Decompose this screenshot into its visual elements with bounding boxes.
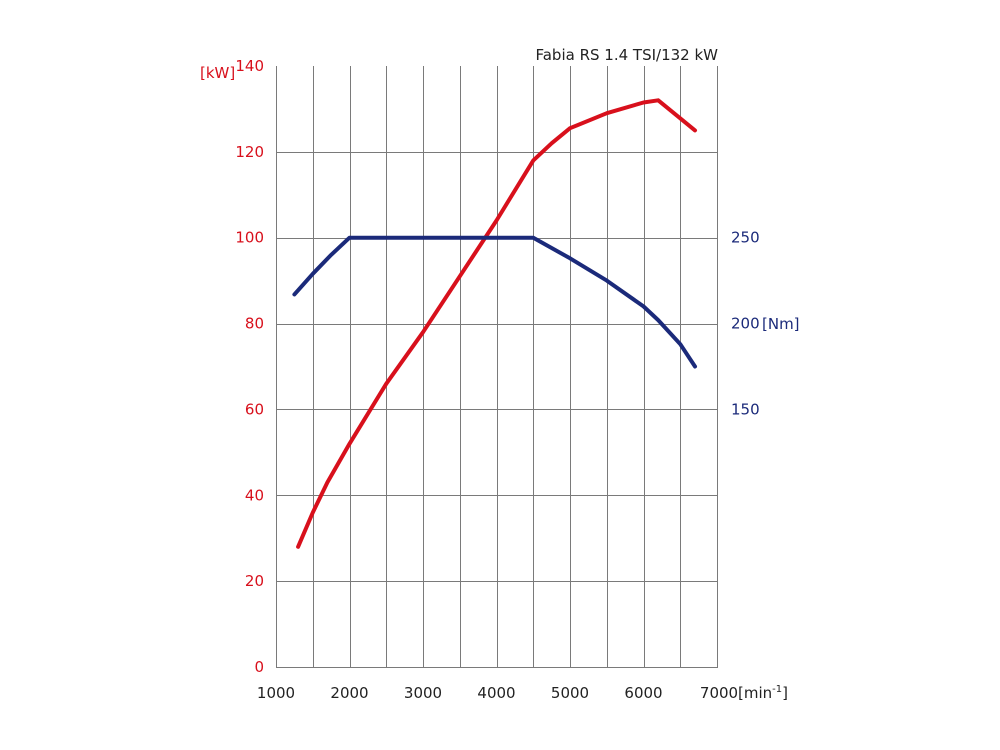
- x-axis-label-superscript: -1: [772, 684, 782, 695]
- plot-frame: [276, 66, 718, 668]
- right-tick-label: 250: [731, 229, 760, 247]
- x-axis-ticks: 1000 2000 3000 4000 5000 6000 7000: [257, 684, 738, 702]
- torque-curve: [292, 235, 697, 369]
- x-tick-label: 6000: [624, 684, 662, 702]
- left-tick-label: 0: [254, 658, 264, 676]
- right-tick-label: 150: [731, 400, 760, 418]
- left-tick-label: 40: [245, 486, 264, 504]
- chart-title: Fabia RS 1.4 TSI/132 kW: [535, 46, 718, 64]
- left-tick-label: 60: [245, 400, 264, 418]
- x-tick-label: 4000: [477, 684, 515, 702]
- x-tick-label: 5000: [551, 684, 589, 702]
- grid: [276, 66, 717, 667]
- left-axis-label: [kW]: [200, 64, 235, 82]
- series-layer: [292, 98, 697, 549]
- power-curve: [296, 98, 697, 549]
- left-tick-label: 100: [235, 229, 264, 247]
- left-tick-label: 80: [245, 315, 264, 333]
- x-tick-label: 2000: [330, 684, 368, 702]
- x-tick-label: 7000: [700, 684, 738, 702]
- right-axis-ticks: 150 200 250: [731, 229, 760, 419]
- x-tick-label: 1000: [257, 684, 295, 702]
- x-tick-label: 3000: [404, 684, 442, 702]
- x-axis-label-close: ]: [782, 684, 788, 702]
- right-tick-label: 200: [731, 315, 760, 333]
- plot-border: [276, 66, 718, 668]
- right-axis-label: [Nm]: [762, 315, 800, 333]
- left-tick-label: 120: [235, 143, 264, 161]
- x-axis-label-text: [min: [738, 684, 772, 702]
- left-axis-ticks: 0 20 40 60 80 100 120 140: [235, 57, 264, 676]
- left-tick-label: 20: [245, 572, 264, 590]
- x-axis-label: [min-1]: [738, 684, 788, 702]
- left-tick-label: 140: [235, 57, 264, 75]
